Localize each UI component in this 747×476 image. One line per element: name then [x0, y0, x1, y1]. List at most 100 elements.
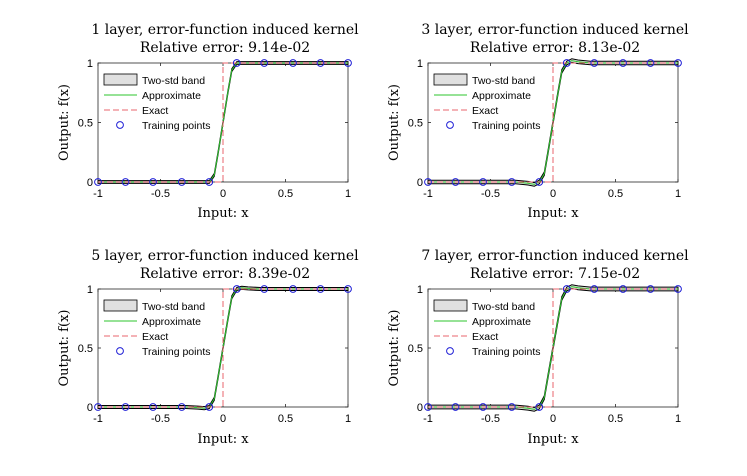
- training-point: [344, 59, 352, 67]
- exact-line: [98, 288, 348, 408]
- training-point: [507, 178, 516, 186]
- y-tick-label: 1: [87, 58, 93, 70]
- training-point: [619, 59, 627, 67]
- legend: Two-std band Approximate Exact Training poi…: [433, 299, 540, 358]
- training-point: [646, 285, 655, 293]
- training-point: [590, 285, 599, 293]
- x-axis-label: Input: x: [527, 432, 579, 447]
- training-point: [205, 403, 214, 411]
- legend-swatch-band: [103, 299, 138, 312]
- x-tick-label: -0.5: [481, 188, 500, 200]
- y-tick-label: 0.5: [78, 118, 93, 130]
- legend-label: Approximate: [142, 90, 201, 102]
- training-point: [590, 59, 599, 67]
- training-point: [121, 403, 130, 411]
- training-point: [94, 178, 102, 186]
- legend-swatch-band: [433, 73, 468, 86]
- training-point: [289, 285, 297, 293]
- x-tick-label: 1: [345, 188, 351, 200]
- training-point: [535, 403, 544, 411]
- chart-title: 3 layer, error-function induced kernel: [421, 22, 689, 38]
- chart-subtitle: Relative error: 7.15e-02: [470, 266, 640, 282]
- chart-subtitle: Relative error: 8.39e-02: [140, 266, 310, 282]
- y-tick-label: 0.5: [408, 343, 423, 355]
- training-point: [424, 403, 432, 411]
- subplot-4: 7 layer, error-function induced kernel Re…: [387, 248, 689, 447]
- x-tick-label: 0.5: [608, 413, 623, 425]
- y-axis-label: Output: f(x): [387, 84, 402, 161]
- legend-swatch-training-points: [446, 121, 454, 129]
- y-tick-label: 0: [417, 177, 423, 189]
- training-point: [674, 285, 682, 293]
- x-tick-label: -1: [93, 188, 103, 200]
- y-tick-label: 0: [87, 177, 93, 189]
- training-point: [149, 403, 157, 411]
- training-point: [260, 285, 269, 293]
- y-tick-label: 0: [87, 402, 93, 414]
- y-tick-label: 0.5: [408, 118, 423, 130]
- training-point: [479, 403, 487, 411]
- x-tick-label: -0.5: [151, 413, 170, 425]
- x-tick-label: 1: [345, 413, 351, 425]
- y-tick-label: 1: [87, 284, 93, 296]
- x-tick-label: 1: [675, 413, 681, 425]
- x-tick-label: -1: [423, 188, 433, 200]
- training-point: [289, 59, 297, 67]
- y-tick-label: 1: [417, 58, 423, 70]
- x-tick-label: 0: [220, 413, 226, 425]
- x-tick-label: -1: [423, 413, 433, 425]
- training-point: [232, 285, 241, 293]
- legend-label: Training points: [472, 346, 540, 358]
- subplot-3: 5 layer, error-function induced kernel Re…: [57, 248, 359, 447]
- y-axis-label: Output: f(x): [57, 84, 72, 161]
- chart-title: 5 layer, error-function induced kernel: [91, 248, 359, 264]
- training-point: [149, 178, 157, 186]
- x-tick-label: 0.5: [608, 188, 623, 200]
- x-tick-label: 0.5: [278, 413, 293, 425]
- training-point: [316, 285, 325, 293]
- legend: Two-std band Approximate Exact Training poi…: [103, 299, 210, 358]
- legend-label: Approximate: [472, 316, 531, 328]
- legend-label: Approximate: [142, 316, 201, 328]
- legend-label: Training points: [142, 120, 210, 132]
- x-tick-label: 0: [220, 188, 226, 200]
- x-tick-label: 0: [550, 188, 556, 200]
- training-point: [177, 403, 186, 411]
- legend-label: Exact: [472, 331, 498, 343]
- y-tick-label: 0: [417, 402, 423, 414]
- legend-label: Two-std band: [142, 75, 205, 87]
- chart-subtitle: Relative error: 9.14e-02: [140, 40, 310, 56]
- legend-swatch-band: [103, 73, 138, 86]
- chart-title: 7 layer, error-function induced kernel: [421, 248, 689, 264]
- x-axis-label: Input: x: [527, 206, 579, 221]
- legend: Two-std band Approximate Exact Training poi…: [103, 73, 210, 132]
- training-point: [177, 178, 186, 186]
- legend-label: Exact: [142, 331, 168, 343]
- legend-label: Two-std band: [472, 301, 535, 313]
- exact-line: [428, 62, 678, 183]
- training-point: [535, 178, 544, 186]
- training-point: [424, 178, 432, 186]
- training-point: [94, 403, 102, 411]
- legend-swatch-training-points: [116, 121, 124, 129]
- legend-label: Approximate: [472, 90, 531, 102]
- x-tick-label: 1: [675, 188, 681, 200]
- training-point: [451, 403, 460, 411]
- chart-title: 1 layer, error-function induced kernel: [91, 22, 359, 38]
- x-axis-label: Input: x: [197, 432, 249, 447]
- training-point: [562, 59, 571, 67]
- training-point: [646, 59, 655, 67]
- training-point: [562, 285, 571, 293]
- training-point: [205, 178, 214, 186]
- training-point: [479, 178, 487, 186]
- training-point: [344, 285, 352, 293]
- legend-swatch-training-points: [446, 347, 454, 355]
- legend: Two-std band Approximate Exact Training poi…: [433, 73, 540, 132]
- y-tick-label: 0.5: [78, 343, 93, 355]
- y-axis-label: Output: f(x): [387, 310, 402, 387]
- exact-line: [98, 62, 348, 183]
- training-point: [232, 59, 241, 67]
- y-tick-label: 1: [417, 284, 423, 296]
- legend-label: Two-std band: [142, 301, 205, 313]
